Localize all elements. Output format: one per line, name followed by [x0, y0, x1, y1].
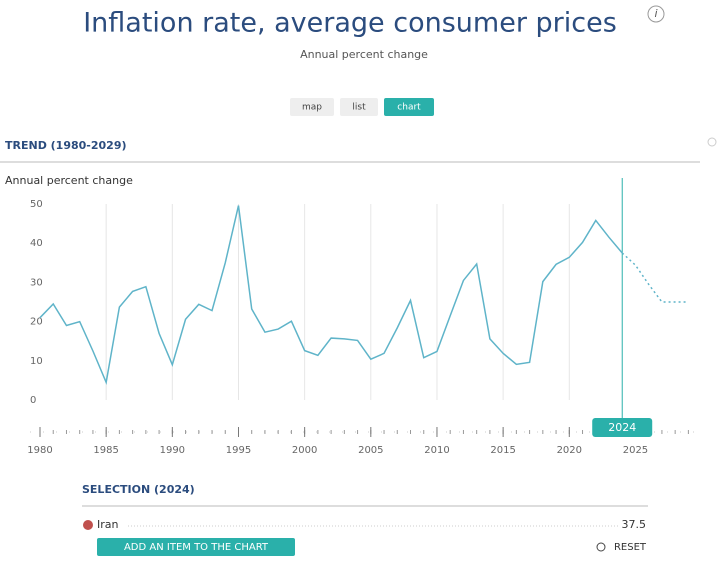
x-tick-label: 1995	[226, 445, 251, 456]
selection-title: SELECTION (2024)	[82, 483, 195, 496]
x-tick-label: 2015	[490, 445, 515, 456]
tab-label[interactable]: map	[302, 103, 322, 113]
tab-chart[interactable]	[384, 98, 434, 116]
info-icon[interactable]	[647, 5, 665, 23]
data-line	[39, 205, 623, 385]
tab-label[interactable]: chart	[397, 103, 421, 113]
subtitle: Annual percent change	[300, 48, 428, 61]
country-value: 37.5	[622, 518, 647, 531]
add-button[interactable]	[97, 538, 295, 556]
projection-line	[621, 252, 689, 303]
y-tick-label: 0	[30, 395, 36, 406]
x-tick-label: 1980	[27, 445, 52, 456]
tab-map[interactable]	[290, 98, 334, 116]
info-label[interactable]: i	[654, 7, 657, 20]
page-title: Inflation rate, average consumer prices	[83, 8, 617, 39]
remove-icon[interactable]	[83, 520, 93, 530]
x-tick-label: 2000	[292, 445, 317, 456]
x-tick-label: 2025	[623, 445, 648, 456]
y-tick-label: 20	[30, 317, 43, 328]
y-axis-label: Annual percent change	[5, 174, 133, 187]
settings-icon[interactable]	[707, 137, 717, 147]
tab-list[interactable]	[340, 98, 378, 116]
x-tick-label: 2020	[557, 445, 582, 456]
y-tick-label: 10	[30, 356, 43, 367]
add-button-label[interactable]: ADD AN ITEM TO THE CHART	[124, 542, 269, 553]
section-title: TREND (1980-2029)	[5, 139, 127, 152]
y-tick-label: 40	[30, 238, 43, 249]
reset-label[interactable]: RESET	[614, 542, 647, 553]
plot: 0 10 20 30 40 50 1980 1985 1990 1995 2000 2005 2010 2…	[27, 178, 695, 456]
x-tick-label: 2005	[358, 445, 383, 456]
reset-icon[interactable]	[596, 542, 606, 552]
country-name: Iran	[97, 518, 119, 531]
tab-label[interactable]: list	[352, 103, 366, 113]
x-tick-label: 1990	[160, 445, 185, 456]
y-tick-label: 30	[30, 277, 43, 288]
x-tick-label: 1985	[93, 445, 118, 456]
y-tick-label: 50	[30, 199, 43, 210]
x-tick-label: 2010	[424, 445, 449, 456]
year-slider[interactable]	[592, 418, 653, 437]
year-slider-label: 2024	[608, 421, 636, 434]
